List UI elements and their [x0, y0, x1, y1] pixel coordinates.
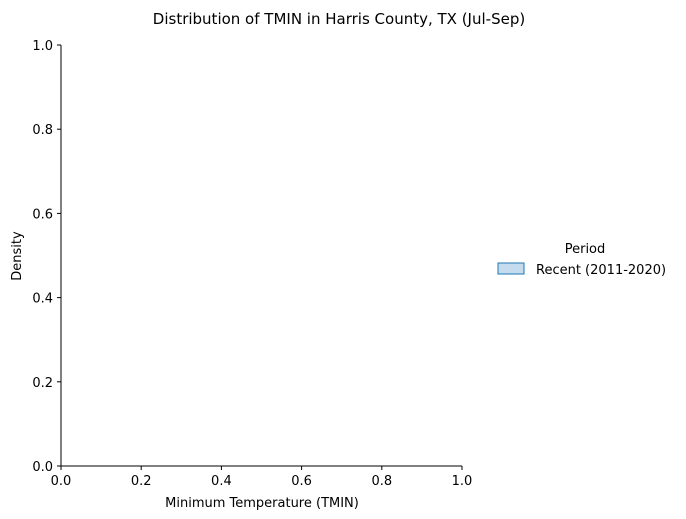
y-tick-label: 0.2 [32, 376, 53, 391]
plot-axes: 0.0 0.2 0.4 0.6 0.8 1.0 0.0 0.2 0.4 0.6 0.8 1.0 [32, 39, 472, 489]
x-tick-label: 0.0 [51, 474, 72, 489]
legend: Period Recent (2011-2020) [497, 242, 666, 278]
x-tick-label: 0.2 [131, 474, 152, 489]
legend-title: Period [565, 242, 606, 257]
y-axis-label: Density [10, 231, 25, 281]
y-axis-ticks: 0.0 0.2 0.4 0.6 0.8 1.0 [32, 39, 61, 475]
x-tick-label: 0.4 [211, 474, 232, 489]
x-tick-label: 1.0 [452, 474, 473, 489]
x-tick-label: 0.8 [371, 474, 392, 489]
y-tick-label: 0.4 [32, 292, 53, 307]
x-axis-ticks: 0.0 0.2 0.4 0.6 0.8 1.0 [51, 466, 473, 489]
y-tick-label: 1.0 [32, 39, 53, 54]
y-tick-label: 0.0 [32, 460, 53, 475]
legend-entry-label: Recent (2011-2020) [536, 263, 666, 278]
x-axis-label: Minimum Temperature (TMIN) [165, 496, 359, 511]
x-tick-label: 0.6 [291, 474, 312, 489]
y-tick-label: 0.6 [32, 207, 53, 222]
legend-swatch [497, 262, 525, 275]
chart-title: Distribution of TMIN in Harris County, T… [153, 10, 525, 28]
y-tick-label: 0.8 [32, 123, 53, 138]
legend-entries: Recent (2011-2020) [497, 262, 666, 278]
